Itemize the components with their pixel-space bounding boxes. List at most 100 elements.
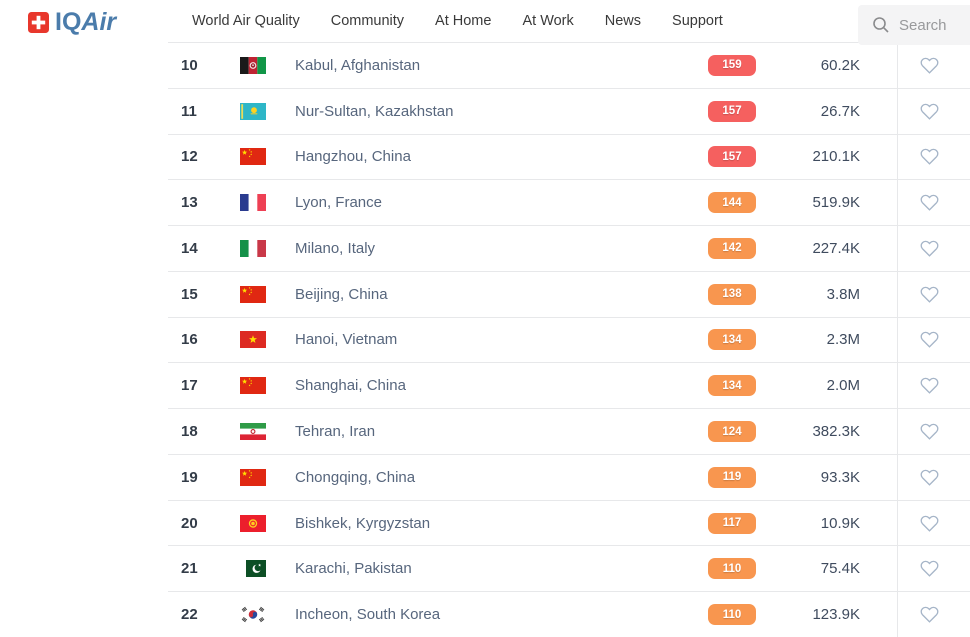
aqi-badge: 134 <box>708 329 756 351</box>
table-row[interactable]: 14 Milano, Italy 142 227.4K <box>168 226 970 272</box>
followers-count: 93.3K <box>820 468 860 486</box>
iqair-logo[interactable]: IQAir <box>28 10 116 35</box>
table-row[interactable]: 21 Karachi, Pakistan 110 75.4K <box>168 546 970 593</box>
city-link[interactable]: Karachi, Pakistan <box>295 560 412 578</box>
follow-cell <box>897 363 970 409</box>
aqi-cell: 138 <box>708 283 756 305</box>
table-row[interactable]: 16 Hanoi, Vietnam 134 2.3M <box>168 317 970 364</box>
aqi-badge: 134 <box>708 375 756 397</box>
followers-count: 26.7K <box>820 102 860 120</box>
aqi-badge: 117 <box>708 512 756 534</box>
city-link[interactable]: Shanghai, China <box>295 377 406 395</box>
rank-label: 10 <box>181 56 198 74</box>
flag-cell <box>240 56 295 74</box>
follow-heart-button[interactable] <box>918 466 941 489</box>
rank-label: 20 <box>181 514 198 532</box>
table-row[interactable]: 10 Kabul, Afghanistan 159 60.2K <box>168 43 970 89</box>
follow-cell <box>897 592 970 637</box>
city-link[interactable]: Tehran, Iran <box>295 423 376 440</box>
flag-cell <box>240 560 295 578</box>
follow-heart-button[interactable] <box>918 328 941 351</box>
aqi-cell: 144 <box>708 192 756 214</box>
nav-community[interactable]: Community <box>330 13 405 29</box>
aqi-cell: 157 <box>708 146 756 168</box>
country-flag-icon <box>240 468 266 486</box>
follow-heart-button[interactable] <box>918 237 941 260</box>
aqi-badge: 138 <box>708 283 756 305</box>
rank-label: 21 <box>181 560 198 578</box>
follow-cell <box>897 317 970 363</box>
city-link[interactable]: Hanoi, Vietnam <box>295 331 398 349</box>
nav-news[interactable]: News <box>604 13 642 29</box>
follow-cell <box>897 134 970 180</box>
aqi-badge: 142 <box>708 237 756 259</box>
rank-label: 22 <box>181 606 198 624</box>
aqi-cell: 157 <box>708 100 756 122</box>
table-row[interactable]: 19 Chongqing, China 119 93.3K <box>168 454 970 501</box>
followers-count: 75.4K <box>820 560 860 578</box>
city-link[interactable]: Beijing, China <box>295 285 388 303</box>
table-row[interactable]: 15 Beijing, China 138 3.8M <box>168 271 970 318</box>
city-link[interactable]: Incheon, South Korea <box>295 606 441 624</box>
table-row[interactable]: 12 Hangzhou, China 157 210.1K <box>168 134 970 181</box>
table-row[interactable]: 17 Shanghai, China 134 2.0M <box>168 363 970 410</box>
follow-heart-button[interactable] <box>918 100 941 123</box>
search-input[interactable] <box>899 16 969 34</box>
followers-count: 227.4K <box>812 239 860 257</box>
flag-cell <box>240 606 295 624</box>
nav-at-home[interactable]: At Home <box>435 13 492 29</box>
city-link[interactable]: Chongqing, China <box>295 468 416 486</box>
aqi-cell: 134 <box>708 375 756 397</box>
rank-label: 11 <box>181 102 197 120</box>
nav-world-air-quality[interactable]: World Air Quality <box>192 13 300 29</box>
follow-cell <box>897 226 970 271</box>
aqi-badge: 157 <box>708 100 756 122</box>
country-flag-icon <box>240 331 266 349</box>
followers-count: 382.3K <box>812 423 860 440</box>
city-link[interactable]: Lyon, France <box>295 194 382 212</box>
table-row[interactable]: 11 Nur-Sultan, Kazakhstan 157 26.7K <box>168 88 970 135</box>
flag-cell <box>240 285 295 303</box>
follow-heart-button[interactable] <box>918 557 941 580</box>
follow-cell <box>897 500 970 546</box>
follow-heart-button[interactable] <box>918 603 941 626</box>
table-row[interactable]: 13 Lyon, France 144 519.9K <box>168 180 970 227</box>
nav-at-work[interactable]: At Work <box>522 13 574 29</box>
aqi-cell: 119 <box>708 466 756 488</box>
follow-heart-button[interactable] <box>918 283 941 306</box>
followers-count: 2.0M <box>826 377 860 395</box>
aqi-badge: 159 <box>708 54 756 76</box>
flag-cell <box>240 377 295 395</box>
country-flag-icon <box>240 148 266 166</box>
country-flag-icon <box>240 514 266 532</box>
country-flag-icon <box>240 377 266 395</box>
follow-heart-button[interactable] <box>918 420 941 443</box>
brand-wordmark: IQAir <box>55 8 117 36</box>
follow-heart-button[interactable] <box>918 54 941 77</box>
search-box[interactable] <box>858 5 970 45</box>
aqi-cell: 117 <box>708 512 756 534</box>
main-nav: World Air Quality Community At Home At W… <box>192 0 723 42</box>
follow-heart-button[interactable] <box>918 145 941 168</box>
aqi-cell: 142 <box>708 237 756 259</box>
city-link[interactable]: Bishkek, Kyrgyzstan <box>295 514 431 532</box>
aqi-cell: 124 <box>708 421 756 442</box>
city-link[interactable]: Kabul, Afghanistan <box>295 56 421 74</box>
swiss-cross-icon <box>28 12 49 33</box>
follow-heart-button[interactable] <box>918 374 941 397</box>
table-row[interactable]: 22 Incheon, South Korea 110 123.9K <box>168 592 970 637</box>
flag-cell <box>240 468 295 486</box>
follow-heart-button[interactable] <box>918 512 941 535</box>
follow-cell <box>897 271 970 317</box>
city-link[interactable]: Milano, Italy <box>295 239 376 257</box>
country-flag-icon <box>240 285 266 303</box>
city-link[interactable]: Nur-Sultan, Kazakhstan <box>295 102 454 120</box>
nav-support[interactable]: Support <box>672 13 723 29</box>
country-flag-icon <box>240 56 266 74</box>
country-flag-icon <box>240 239 266 257</box>
table-row[interactable]: 20 Bishkek, Kyrgyzstan 117 10.9K <box>168 500 970 547</box>
table-row[interactable]: 18 Tehran, Iran 124 382.3K <box>168 409 970 455</box>
follow-heart-button[interactable] <box>918 191 941 214</box>
city-link[interactable]: Hangzhou, China <box>295 148 411 166</box>
followers-count: 210.1K <box>812 148 860 166</box>
